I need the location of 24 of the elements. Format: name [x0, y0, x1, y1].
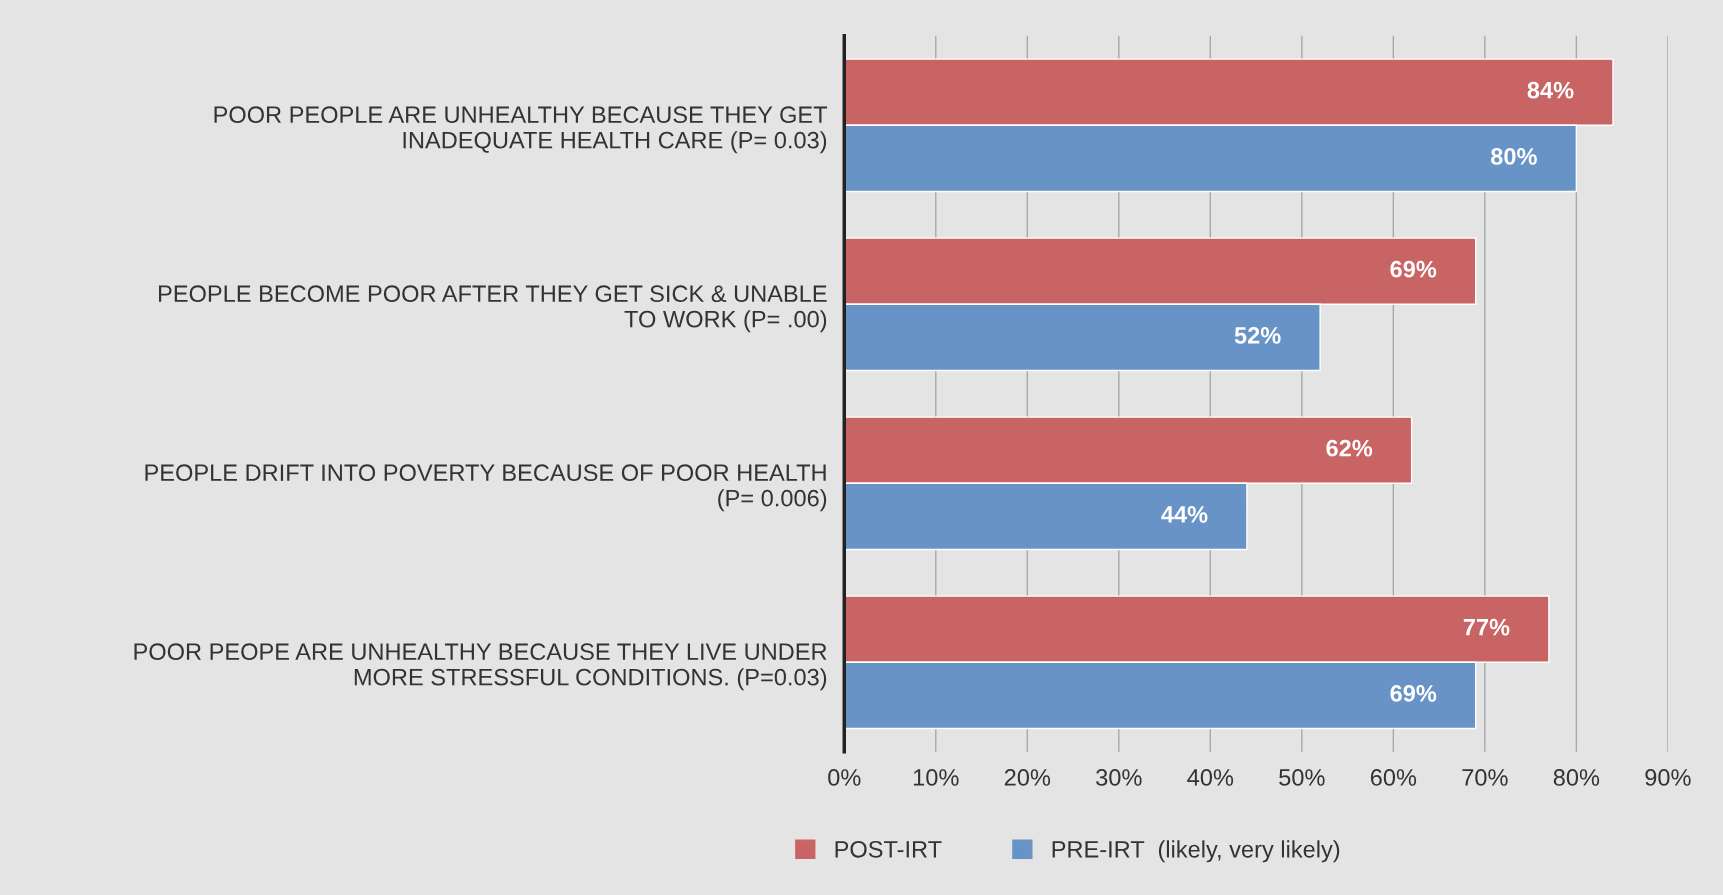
- x-tick-label: 50%: [1279, 769, 1325, 786]
- x-tick-label: 80%: [1553, 769, 1600, 786]
- x-tick-label: 20%: [1004, 769, 1051, 786]
- y-tick-label: PEOPLE BECOME POOR AFTER THEY GET SICK & UNABLE TO WORK (P= .00): [159, 285, 827, 333]
- x-tick-label: 40%: [1187, 769, 1234, 786]
- y-tick-label: POOR PEOPLE ARE UNHEALTHY BECAUSE THEY GET INADEQUATE HEALTH CARE (P= 0.03): [214, 106, 828, 154]
- x-tick-label: 90%: [1645, 769, 1691, 786]
- data-label: 77%: [1463, 618, 1510, 636]
- x-tick-label: 10%: [913, 769, 959, 786]
- legend-label: POST-IRT: [835, 840, 942, 858]
- data-label: 62%: [1326, 439, 1373, 457]
- data-label: 69%: [1390, 685, 1437, 702]
- legend-label: PRE-IRT (likely, very likely): [1052, 840, 1340, 863]
- x-tick-label: 60%: [1370, 769, 1417, 786]
- data-label: 80%: [1490, 148, 1537, 165]
- x-tick-label: 30%: [1096, 769, 1142, 786]
- x-tick-label: 70%: [1462, 769, 1508, 786]
- data-label: 69%: [1390, 260, 1437, 278]
- x-tick-label: 0%: [828, 769, 861, 786]
- data-label: 52%: [1234, 327, 1281, 344]
- y-tick-label: PEOPLE DRIFT INTO POVERTY BECAUSE OF POOR HEALTH (P= 0.006): [145, 464, 827, 512]
- y-tick-label: POOR PEOPE ARE UNHEALTHY BECAUSE THEY LIVE UNDER MORE STRESSFUL CONDITIONS. (P=0.03): [134, 643, 827, 691]
- data-label: 44%: [1161, 506, 1208, 523]
- data-label: 84%: [1527, 81, 1574, 99]
